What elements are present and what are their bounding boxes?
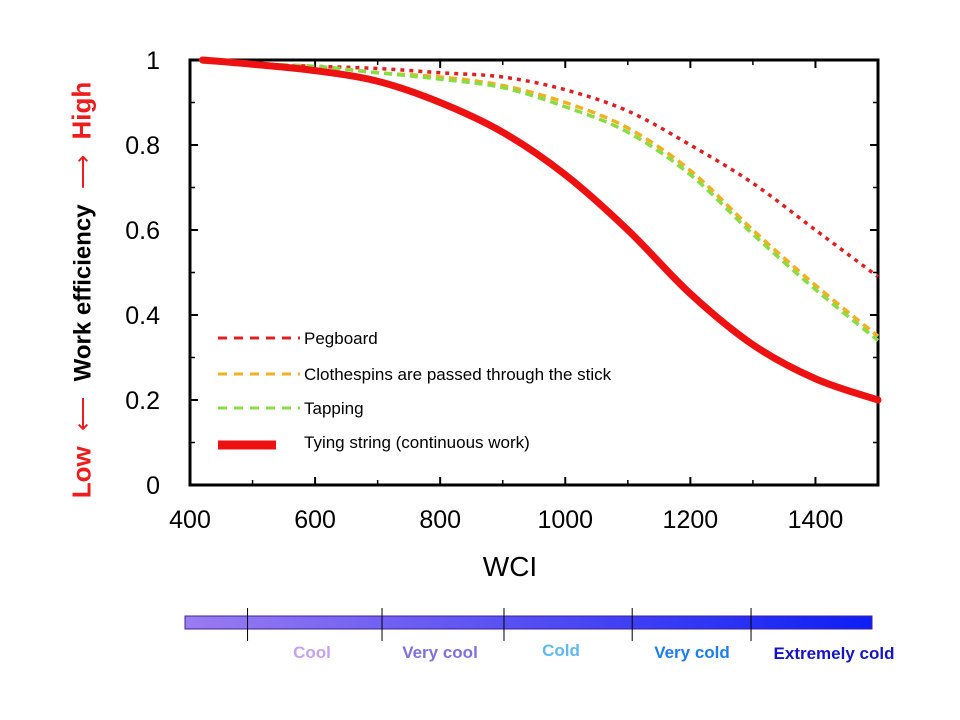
scale-label-cool: Cool bbox=[293, 643, 331, 662]
arrow-right-icon: ⟶ bbox=[69, 154, 97, 190]
x-tick-label: 600 bbox=[294, 506, 336, 534]
y-axis-label: Low ⟵ Work efficiency ⟶ High bbox=[67, 82, 98, 498]
series-group bbox=[199, 56, 882, 404]
arrow-left-icon: ⟵ bbox=[69, 396, 97, 431]
y-label-high: High bbox=[66, 81, 97, 140]
legend-label: Pegboard bbox=[304, 329, 378, 348]
scale-label-very-cool: Very cool bbox=[402, 643, 478, 662]
axis-ticks: 400 600 800 1000 1200 1400 0 0.2 0.4 0.6 0.8 1 bbox=[125, 47, 878, 534]
y-tick-label: 0.4 bbox=[125, 302, 160, 330]
y-tick-label: 0.2 bbox=[125, 387, 160, 415]
legend-label: Tying string (continuous work) bbox=[304, 433, 530, 452]
series-line-3 bbox=[199, 56, 882, 404]
y-tick-label: 0.6 bbox=[125, 217, 160, 245]
y-label-low: Low bbox=[66, 446, 97, 499]
cold-scale-bar bbox=[184, 615, 873, 630]
y-tick-label: 0 bbox=[146, 472, 160, 500]
scale-label-extremely-cold: Extremely cold bbox=[773, 644, 895, 663]
y-tick-label: 0.8 bbox=[125, 132, 160, 160]
series-line-0 bbox=[202, 60, 880, 279]
legend-label: Tapping bbox=[304, 399, 364, 418]
legend-label: Clothespins are passed through the stick bbox=[304, 365, 612, 384]
scale-label-cold: Cold bbox=[542, 641, 580, 660]
series-line-1 bbox=[202, 60, 880, 338]
scale-label-very-cold: Very cold bbox=[654, 643, 730, 662]
legend: Pegboard Clothespins are passed through t… bbox=[218, 329, 612, 452]
y-label-work-efficiency: Work efficiency bbox=[69, 204, 97, 382]
x-axis-label: WCI bbox=[483, 551, 537, 582]
y-tick-label: 1 bbox=[146, 47, 160, 75]
x-tick-label: 1000 bbox=[537, 506, 593, 534]
series-line-2 bbox=[202, 60, 880, 342]
cold-scale-dividers bbox=[247, 608, 752, 641]
plot-frame bbox=[188, 58, 880, 487]
x-tick-label: 400 bbox=[169, 506, 211, 534]
x-tick-label: 1200 bbox=[663, 506, 719, 534]
x-tick-label: 800 bbox=[419, 506, 461, 534]
x-tick-label: 1400 bbox=[788, 506, 844, 534]
